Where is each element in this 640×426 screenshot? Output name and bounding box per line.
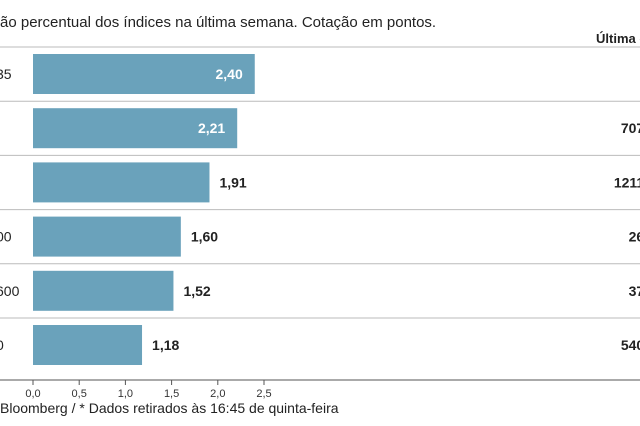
category-label: 0 — [0, 337, 4, 353]
chart-subtitle: ão percentual dos índices na última sema… — [0, 14, 437, 31]
x-tick-label: 0,5 — [72, 388, 87, 400]
chart-source: Bloomberg / * Dados retirados às 16:45 d… — [0, 400, 339, 416]
x-tick-label: 0,0 — [25, 388, 40, 400]
data-label: 1,91 — [219, 174, 246, 190]
bar — [33, 54, 255, 94]
x-axis: 0,0 0,5 1,0 1,5 2,0 2,5 — [0, 379, 640, 400]
data-label: 2,40 — [216, 66, 243, 82]
last-quote-value: 371 — [629, 283, 640, 299]
last-quote-value: 5405 — [621, 337, 640, 353]
data-label: 2,21 — [198, 120, 225, 136]
x-tick-label: 1,0 — [118, 388, 133, 400]
last-quote-column-header: Última c — [596, 31, 640, 46]
bars — [33, 54, 255, 365]
bar — [33, 325, 143, 365]
last-quote-value: 262 — [629, 229, 640, 245]
x-tick-label: 2,0 — [210, 388, 225, 400]
data-label: 1,60 — [191, 229, 218, 245]
last-quote-value: 7075 — [621, 120, 640, 136]
x-tick-label: 1,5 — [164, 388, 179, 400]
category-label: 35 — [0, 66, 12, 82]
bar — [33, 216, 181, 257]
row-dividers — [0, 46, 640, 319]
x-tick-label: 2,5 — [256, 388, 271, 400]
last-quote-value: 12113 — [614, 174, 640, 190]
category-label: 00 — [0, 229, 12, 245]
data-label: 1,52 — [183, 283, 210, 299]
bar — [33, 108, 238, 149]
bar — [33, 162, 210, 203]
data-label: 1,18 — [152, 337, 179, 353]
category-label: 600 — [0, 283, 20, 299]
labels: 352,4092,2170751,9112113001,602626001,52… — [0, 66, 640, 353]
bar — [33, 270, 174, 311]
